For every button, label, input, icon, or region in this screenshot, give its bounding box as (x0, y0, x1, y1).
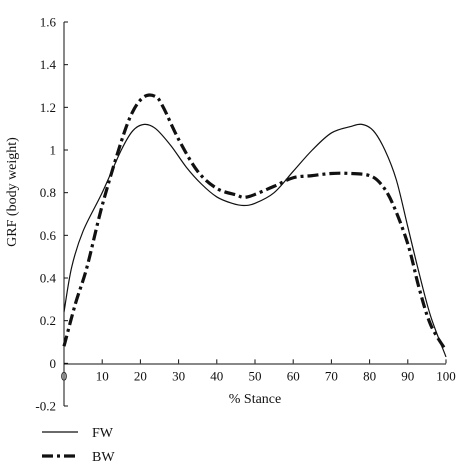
legend: FW BW (42, 426, 115, 465)
x-tick-label: 0 (61, 368, 68, 383)
y-tick-label: -0.2 (35, 399, 56, 414)
y-tick-label: 0.6 (40, 228, 57, 243)
axes: -0.2 0 0.2 0.4 0.6 0.8 1 1.2 1.4 1.6 0 10 20 30 40 50 6… (35, 15, 455, 414)
y-tick-label: 1.4 (40, 57, 57, 72)
legend-label-fw: FW (92, 426, 114, 441)
y-ticks: -0.2 0 0.2 0.4 0.6 0.8 1 1.2 1.4 1.6 (35, 15, 68, 414)
series-layer (62, 93, 448, 358)
y-tick-label: 1.2 (40, 100, 56, 115)
x-tick-label: 10 (96, 368, 109, 383)
y-tick-label: 0.2 (40, 313, 56, 328)
x-tick-label: 100 (436, 368, 456, 383)
x-tick-label: 40 (210, 368, 223, 383)
x-tick-label: 60 (287, 368, 300, 383)
series-line-bw (62, 93, 448, 352)
x-axis-title: % Stance (229, 392, 281, 407)
y-axis-title: GRF (body weight) (5, 137, 20, 247)
legend-label-bw: BW (92, 450, 115, 465)
y-tick-label: 0 (50, 356, 57, 371)
x-tick-label: 90 (401, 368, 414, 383)
x-tick-label: 50 (249, 368, 262, 383)
y-tick-label: 0.8 (40, 185, 56, 200)
y-tick-label: 1 (50, 143, 57, 158)
x-ticks: 0 10 20 30 40 50 60 70 80 90 100 (61, 359, 456, 383)
x-tick-label: 70 (325, 368, 338, 383)
x-tick-label: 80 (363, 368, 376, 383)
y-tick-label: 1.6 (40, 15, 57, 30)
x-tick-label: 20 (134, 368, 147, 383)
y-tick-label: 0.4 (40, 271, 57, 286)
series-line-fw (63, 123, 447, 358)
x-tick-label: 30 (172, 368, 185, 383)
